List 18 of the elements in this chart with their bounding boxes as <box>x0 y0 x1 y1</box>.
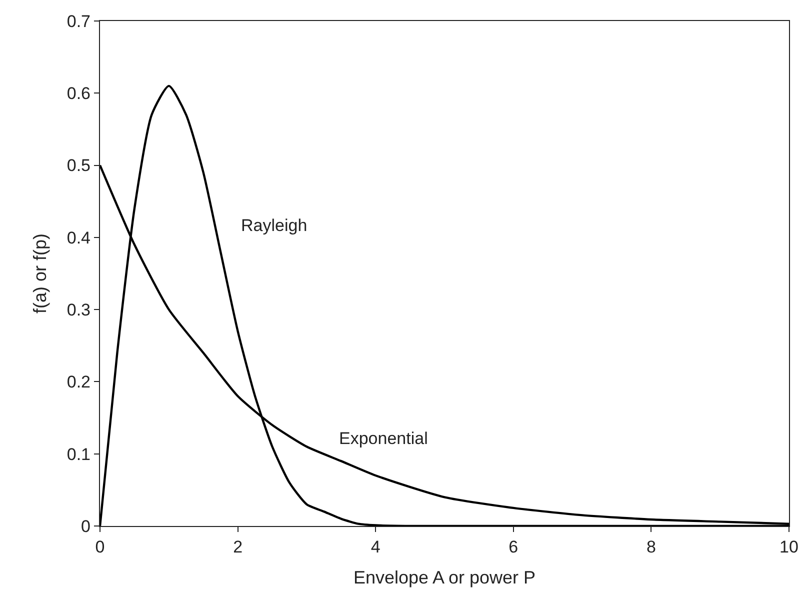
y-tick-label: 0 <box>81 516 90 536</box>
x-tick-label: 10 <box>780 538 798 556</box>
x-tick-label: 6 <box>508 538 518 556</box>
y-tick-label: 0.1 <box>66 444 90 464</box>
x-tick-label: 8 <box>646 538 656 556</box>
series-label: Exponential <box>339 429 428 448</box>
series-label: Rayleigh <box>241 216 308 235</box>
x-axis-title: Envelope A or power P <box>353 568 536 588</box>
y-tick-label: 0.2 <box>66 372 90 392</box>
x-tick-label: 0 <box>95 538 105 556</box>
y-axis-title: f(a) or f(p) <box>30 233 50 314</box>
y-tick-label: 0.3 <box>66 300 90 320</box>
x-tick-label: 4 <box>370 538 380 556</box>
y-tick-label: 0.7 <box>66 12 90 31</box>
y-tick-label: 0.6 <box>66 84 90 104</box>
x-tick-label: 2 <box>233 538 243 556</box>
y-tick-label: 0.4 <box>66 228 90 248</box>
y-tick-label: 0.5 <box>66 156 90 176</box>
